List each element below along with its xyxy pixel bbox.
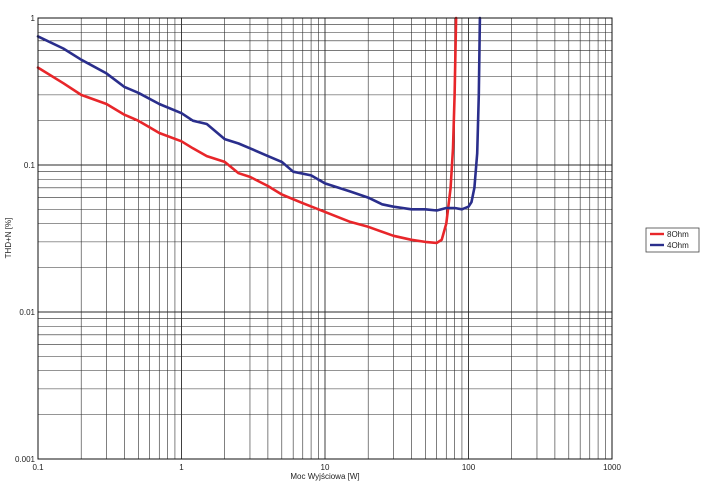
y-tick-label: 0.1 xyxy=(24,161,36,170)
axes xyxy=(37,17,613,460)
legend: 8Ohm 4Ohm xyxy=(645,227,700,253)
x-tick-label: 100 xyxy=(462,463,476,472)
y-tick-label: 1 xyxy=(31,14,36,23)
grid xyxy=(37,17,613,460)
x-tick-label: 0.1 xyxy=(32,463,44,472)
y-tick-label: 0.001 xyxy=(15,455,36,464)
y-tick-label: 0.01 xyxy=(19,308,35,317)
series-line-4ohm xyxy=(36,16,482,212)
legend-label-4ohm: 4Ohm xyxy=(667,241,689,250)
legend-box xyxy=(645,227,700,253)
tick-labels: 0.1 1 10 100 1000 0.001 0.01 0.1 1 xyxy=(15,14,621,472)
x-tick-label: 1000 xyxy=(603,463,621,472)
plot-frame xyxy=(37,17,613,460)
y-axis-label: THD+N [%] xyxy=(4,218,13,259)
x-axis-label: Moc Wyjściowa [W] xyxy=(290,472,359,481)
x-tick-label: 10 xyxy=(321,463,330,472)
legend-label-8ohm: 8Ohm xyxy=(667,230,689,239)
series-line-8ohm xyxy=(36,16,458,245)
x-tick-label: 1 xyxy=(179,463,184,472)
series-layer xyxy=(36,16,482,245)
